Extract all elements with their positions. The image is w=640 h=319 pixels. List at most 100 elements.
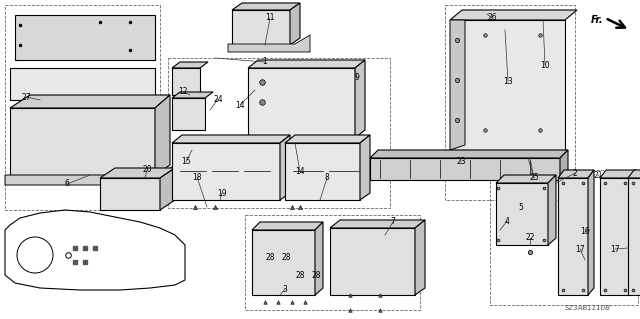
- Polygon shape: [10, 95, 170, 108]
- Text: 1: 1: [262, 57, 268, 66]
- Polygon shape: [280, 135, 290, 200]
- Text: 20: 20: [142, 166, 152, 174]
- Bar: [266, 15, 288, 35]
- Polygon shape: [5, 165, 175, 185]
- Polygon shape: [630, 170, 636, 295]
- Polygon shape: [290, 3, 300, 45]
- Bar: [168, 58, 390, 208]
- Bar: [176, 72, 196, 90]
- Text: 26: 26: [487, 13, 497, 23]
- Bar: [336, 236, 408, 286]
- Text: 11: 11: [265, 13, 275, 23]
- Polygon shape: [370, 158, 560, 180]
- Polygon shape: [285, 135, 370, 143]
- Polygon shape: [600, 170, 636, 178]
- Polygon shape: [330, 220, 425, 228]
- Polygon shape: [315, 222, 323, 295]
- Bar: [603, 240, 627, 285]
- Polygon shape: [248, 60, 365, 68]
- Text: 3: 3: [283, 285, 287, 293]
- Bar: [18, 72, 48, 96]
- Polygon shape: [248, 68, 355, 138]
- Text: 9: 9: [355, 73, 360, 83]
- Bar: [442, 162, 466, 176]
- Polygon shape: [628, 178, 640, 295]
- Polygon shape: [252, 230, 315, 295]
- Text: Fr.: Fr.: [591, 15, 604, 25]
- Bar: [561, 185, 585, 230]
- Bar: [445, 5, 575, 200]
- Polygon shape: [10, 68, 155, 100]
- Polygon shape: [252, 222, 323, 230]
- Text: 23: 23: [456, 158, 466, 167]
- Text: 14: 14: [295, 167, 305, 176]
- Bar: [240, 15, 262, 35]
- Polygon shape: [15, 15, 155, 60]
- Text: 27: 27: [21, 93, 31, 101]
- Bar: [92, 72, 122, 96]
- Polygon shape: [588, 170, 594, 295]
- Polygon shape: [10, 108, 155, 175]
- Polygon shape: [450, 20, 465, 150]
- Polygon shape: [228, 35, 310, 52]
- Bar: [502, 190, 542, 238]
- Polygon shape: [285, 143, 360, 200]
- Text: 17: 17: [610, 244, 620, 254]
- Text: 7: 7: [390, 218, 396, 226]
- Text: 15: 15: [181, 158, 191, 167]
- Bar: [212, 150, 238, 193]
- Bar: [108, 183, 153, 205]
- Text: 4: 4: [504, 217, 509, 226]
- Polygon shape: [496, 183, 548, 245]
- Text: 2: 2: [573, 168, 577, 177]
- Bar: [244, 150, 270, 193]
- Polygon shape: [370, 150, 568, 158]
- Text: 17: 17: [575, 244, 585, 254]
- Text: 28: 28: [311, 271, 321, 279]
- Bar: [470, 30, 555, 140]
- Text: SZ3AB1110B: SZ3AB1110B: [565, 305, 611, 311]
- Polygon shape: [558, 170, 594, 178]
- Polygon shape: [360, 135, 370, 200]
- Polygon shape: [600, 178, 630, 295]
- Bar: [128, 72, 150, 96]
- Bar: [258, 238, 308, 286]
- Bar: [502, 162, 526, 176]
- Text: 22: 22: [525, 234, 535, 242]
- Bar: [472, 162, 496, 176]
- Text: 14: 14: [235, 100, 245, 109]
- Polygon shape: [232, 3, 300, 10]
- Bar: [329, 150, 359, 193]
- Text: 16: 16: [580, 227, 590, 236]
- Bar: [25, 20, 125, 55]
- Text: 28: 28: [281, 254, 291, 263]
- Polygon shape: [172, 68, 200, 95]
- Polygon shape: [496, 175, 556, 183]
- Bar: [382, 162, 406, 176]
- Polygon shape: [172, 92, 213, 98]
- Text: 19: 19: [217, 189, 227, 197]
- Polygon shape: [172, 98, 205, 130]
- Bar: [631, 240, 640, 285]
- Bar: [245, 215, 420, 310]
- Text: 28: 28: [295, 271, 305, 279]
- Bar: [5, 5, 160, 210]
- Polygon shape: [160, 168, 175, 210]
- Polygon shape: [560, 150, 568, 180]
- Bar: [532, 162, 556, 176]
- Text: 10: 10: [540, 61, 550, 70]
- Polygon shape: [558, 178, 588, 295]
- Polygon shape: [172, 62, 208, 68]
- Bar: [177, 103, 200, 125]
- Bar: [180, 150, 206, 193]
- Text: 18: 18: [192, 173, 202, 182]
- Text: 8: 8: [324, 174, 330, 182]
- Polygon shape: [100, 168, 175, 178]
- Bar: [20, 120, 75, 165]
- Polygon shape: [628, 170, 640, 178]
- Bar: [561, 240, 585, 285]
- Text: 12: 12: [179, 87, 188, 97]
- Bar: [85, 120, 145, 165]
- Polygon shape: [548, 175, 556, 245]
- Polygon shape: [155, 95, 170, 175]
